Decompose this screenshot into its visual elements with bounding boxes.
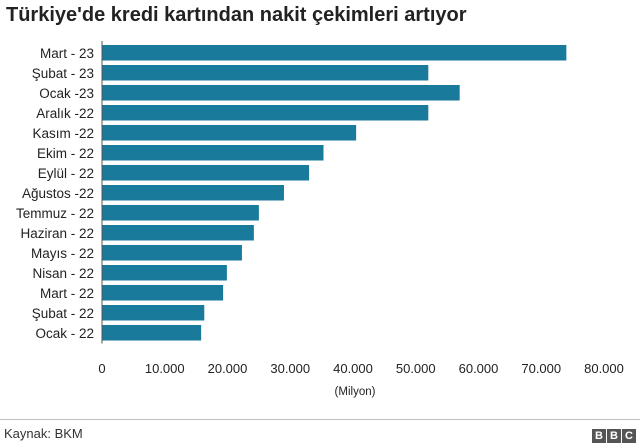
category-label: Mart - 22 xyxy=(40,286,94,301)
bbc-logo-letter-1: B xyxy=(592,429,606,443)
bar xyxy=(102,165,310,181)
x-tick-label: 60.000 xyxy=(459,361,499,376)
bar xyxy=(102,85,460,101)
bar xyxy=(102,225,254,241)
bar xyxy=(102,105,429,121)
category-label: Temmuz - 22 xyxy=(16,206,94,221)
category-label: Şubat - 22 xyxy=(32,306,94,321)
bar xyxy=(102,265,227,281)
x-tick-label: 40.000 xyxy=(333,361,373,376)
x-axis-label: (Milyon) xyxy=(335,386,376,398)
category-label: Ocak - 22 xyxy=(35,326,94,341)
bar xyxy=(102,145,324,161)
category-label: Ağustos -22 xyxy=(22,186,94,201)
chart-title: Türkiye'de kredi kartından nakit çekimle… xyxy=(6,4,467,26)
category-label: Nisan - 22 xyxy=(32,266,94,281)
category-label: Mart - 23 xyxy=(40,46,94,61)
bbc-logo-letter-3: C xyxy=(622,429,636,443)
category-label: Ocak -23 xyxy=(39,86,94,101)
source-label: Kaynak: BKM xyxy=(4,426,83,441)
bbc-logo: B B C xyxy=(592,429,636,443)
category-label: Haziran - 22 xyxy=(20,226,94,241)
x-tick-label: 0 xyxy=(98,361,105,376)
bar xyxy=(102,185,284,201)
bar xyxy=(102,205,259,221)
x-tick-label: 30.000 xyxy=(270,361,310,376)
x-tick-label: 80.000 xyxy=(584,361,624,376)
category-label: Mayıs - 22 xyxy=(31,246,94,261)
x-tick-label: 50.000 xyxy=(396,361,436,376)
bar xyxy=(102,65,429,81)
bar xyxy=(102,285,224,301)
bar xyxy=(102,125,357,141)
x-tick-label: 70.000 xyxy=(521,361,561,376)
category-label: Kasım -22 xyxy=(32,126,94,141)
x-tick-label: 10.000 xyxy=(145,361,185,376)
x-tick-label: 20.000 xyxy=(208,361,248,376)
footer-divider xyxy=(0,419,640,420)
bar xyxy=(102,325,202,341)
bar xyxy=(102,245,242,261)
bar xyxy=(102,45,567,61)
category-label: Ekim - 22 xyxy=(37,146,94,161)
category-label: Eylül - 22 xyxy=(38,166,94,181)
bbc-logo-letter-2: B xyxy=(607,429,621,443)
category-label: Aralık -22 xyxy=(36,106,94,121)
category-label: Şubat - 23 xyxy=(32,66,94,81)
bar xyxy=(102,305,205,321)
